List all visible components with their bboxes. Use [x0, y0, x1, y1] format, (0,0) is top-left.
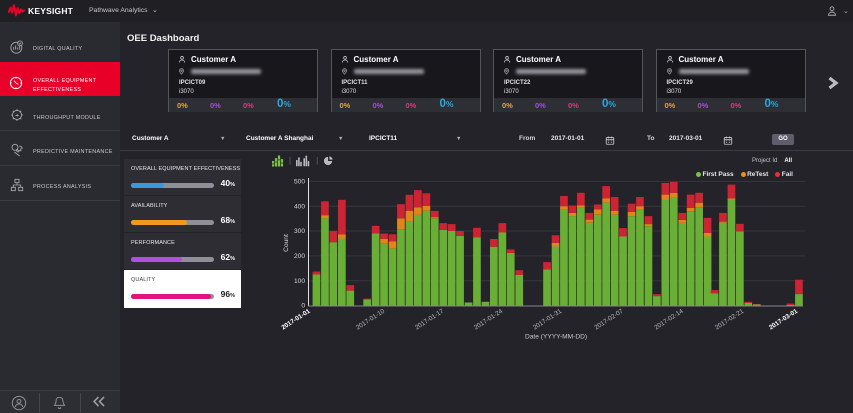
svg-text:2017-01-17: 2017-01-17: [414, 308, 446, 332]
svg-text:Date (YYYY-MM-DD): Date (YYYY-MM-DD): [525, 334, 587, 341]
svg-text:400: 400: [294, 203, 305, 210]
svg-text:100: 100: [294, 278, 305, 285]
svg-text:2017-01-01: 2017-01-01: [280, 308, 312, 332]
svg-text:2017-02-21: 2017-02-21: [714, 308, 746, 332]
svg-text:500: 500: [294, 179, 305, 186]
svg-text:2017-01-24: 2017-01-24: [473, 308, 505, 332]
svg-text:2017-02-07: 2017-02-07: [593, 308, 625, 332]
svg-text:200: 200: [294, 253, 305, 260]
svg-text:300: 300: [294, 228, 305, 235]
svg-text:0: 0: [301, 303, 305, 310]
svg-text:Count: Count: [283, 234, 290, 252]
svg-text:2017-01-31: 2017-01-31: [532, 308, 564, 332]
svg-text:2017-03-01: 2017-03-01: [768, 308, 800, 332]
svg-text:2017-02-14: 2017-02-14: [653, 308, 685, 332]
svg-text:2017-01-10: 2017-01-10: [355, 308, 387, 332]
